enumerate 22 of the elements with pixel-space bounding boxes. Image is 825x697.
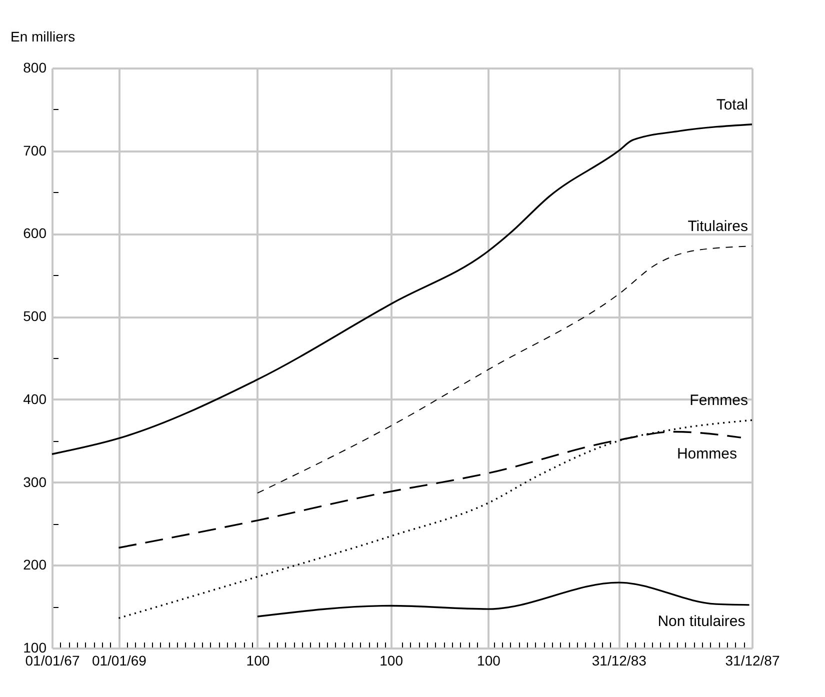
y-tick-label: 400 [23, 390, 47, 407]
x-tick-label: 01/01/69 [92, 652, 147, 668]
y-tick-label: 300 [23, 474, 47, 490]
series-label: Femmes [690, 392, 748, 410]
x-tick-label: 31/12/83 [592, 652, 647, 668]
y-tick-label: 800 [23, 60, 47, 76]
x-tick-label: 100 [477, 652, 501, 668]
series-label: Hommes [676, 446, 737, 463]
x-tick-label: 01/01/67 [25, 652, 80, 668]
series-label: Titulaires [688, 218, 748, 236]
x-tick-label: 100 [246, 652, 270, 668]
y-tick-label: 600 [23, 225, 47, 242]
y-tick-label: 500 [23, 308, 47, 324]
line-series [256, 246, 752, 494]
y-tick-label: 100 [23, 640, 47, 656]
series-label: Non titulaires [658, 612, 746, 630]
y-tick-label: 200 [23, 556, 47, 573]
x-tick-label: 31/12/87 [725, 652, 780, 668]
series-label: Total [716, 96, 748, 114]
x-tick-label: 100 [380, 652, 404, 668]
y-axis-title: En milliers [10, 28, 76, 44]
y-tick-label: 700 [23, 142, 47, 158]
